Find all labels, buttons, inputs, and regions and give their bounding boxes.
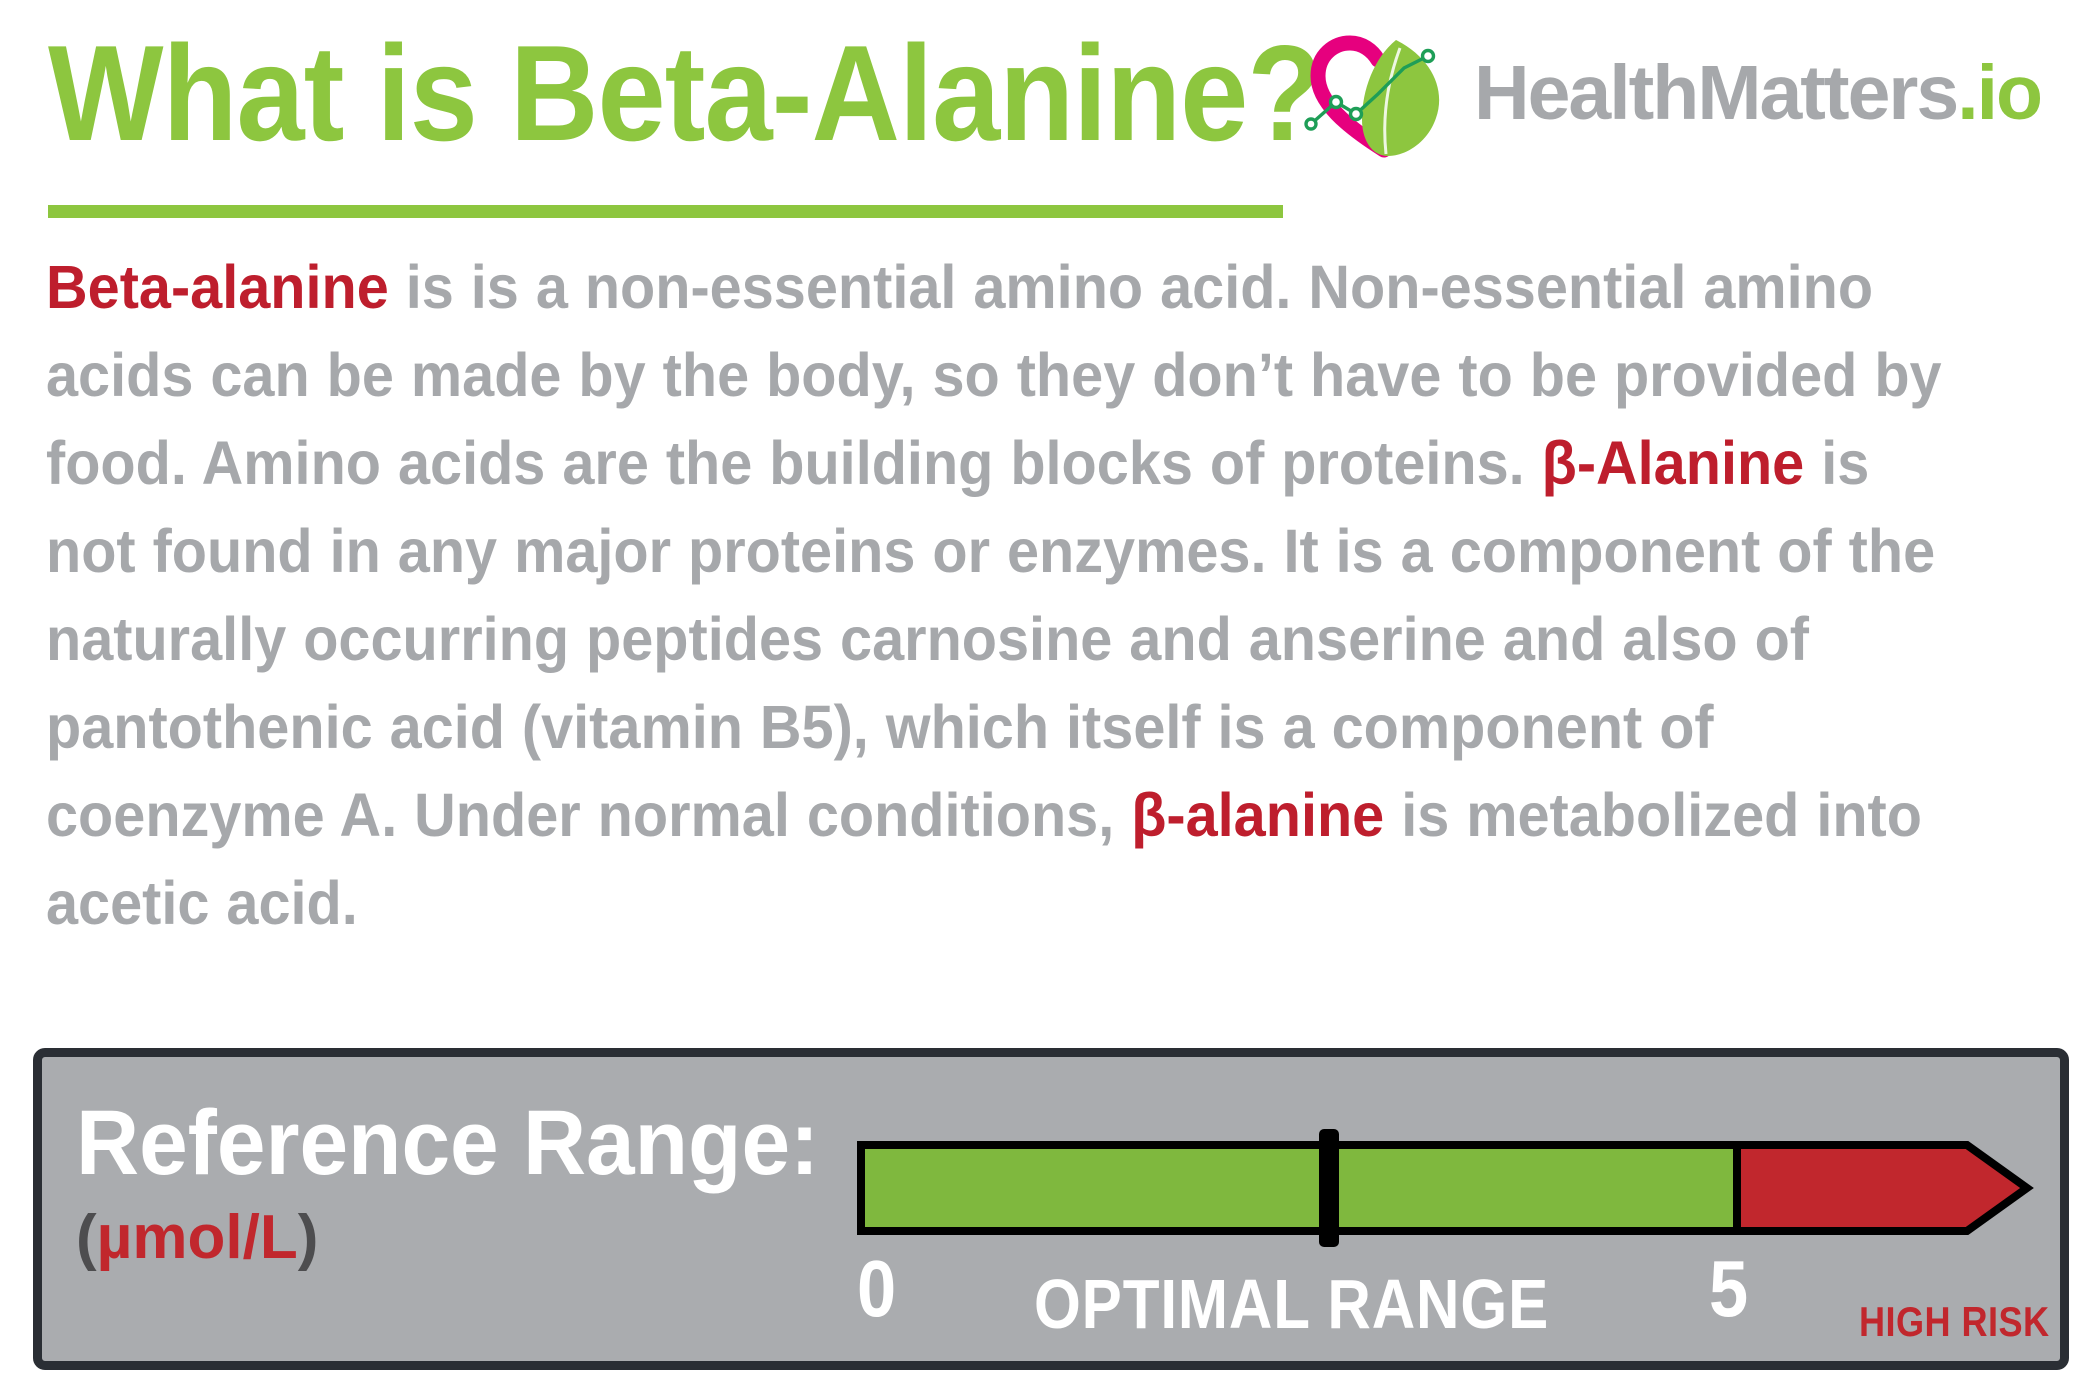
- page-title: What is Beta-Alanine?: [48, 17, 1322, 169]
- gauge-bar: [857, 1129, 2034, 1247]
- reference-range-units: (µmol/L): [76, 1205, 636, 1271]
- reference-range-panel: Reference Range: (µmol/L) 0 OPTIMAL RANG…: [33, 1048, 2069, 1370]
- description-text: is metabolized into acetic acid.: [46, 781, 1922, 937]
- description-highlight: Beta-alanine: [46, 253, 389, 321]
- description-text: is not found in any major proteins or en…: [46, 429, 1936, 849]
- gauge-high-risk-label: HIGH RISK: [1859, 1298, 2050, 1345]
- reference-range-title: Reference Range:: [76, 1092, 820, 1194]
- logo-name-suffix: .io: [1957, 50, 2043, 136]
- units-paren-close: ): [297, 1203, 319, 1272]
- units-paren-open: (: [76, 1203, 97, 1272]
- heart-outline-icon: [1310, 35, 1392, 158]
- logo-mark: [1304, 35, 1440, 158]
- reference-range-gauge: 0 OPTIMAL RANGE 5 HIGH RISK: [857, 1119, 2052, 1349]
- gauge-min-label: 0: [857, 1244, 897, 1333]
- description-text: is is a non-essential amino acid. Non-es…: [46, 253, 1942, 497]
- gauge-optimal-label: OPTIMAL RANGE: [1034, 1265, 1550, 1343]
- logo-wordmark: HealthMatters.io: [1474, 50, 2043, 136]
- description-highlight: β-alanine: [1131, 781, 1385, 849]
- gauge-max-label: 5: [1709, 1244, 1749, 1333]
- healthmatters-logo[interactable]: HealthMatters.io: [1300, 28, 2060, 158]
- description-highlight: β-Alanine: [1541, 429, 1805, 497]
- gauge-high-risk-segment: [1733, 1141, 2034, 1235]
- title-underline-rule: [48, 205, 1283, 218]
- gauge-optimal-segment: [857, 1141, 1745, 1235]
- line-chart-icon: [1304, 48, 1436, 131]
- leaf-icon: [1362, 40, 1440, 156]
- logo-name-primary: HealthMatters: [1474, 50, 1959, 136]
- reference-range-label-block: Reference Range: (µmol/L): [76, 1092, 820, 1271]
- leaf-vein-icon: [1383, 47, 1402, 155]
- gauge-marker-tick: [1319, 1129, 1339, 1247]
- units-value: µmol/L: [96, 1203, 298, 1272]
- description-paragraph: Beta-alanine is is a non-essential amino…: [46, 243, 1945, 947]
- header: What is Beta-Alanine? HealthMatters.io: [0, 0, 2100, 230]
